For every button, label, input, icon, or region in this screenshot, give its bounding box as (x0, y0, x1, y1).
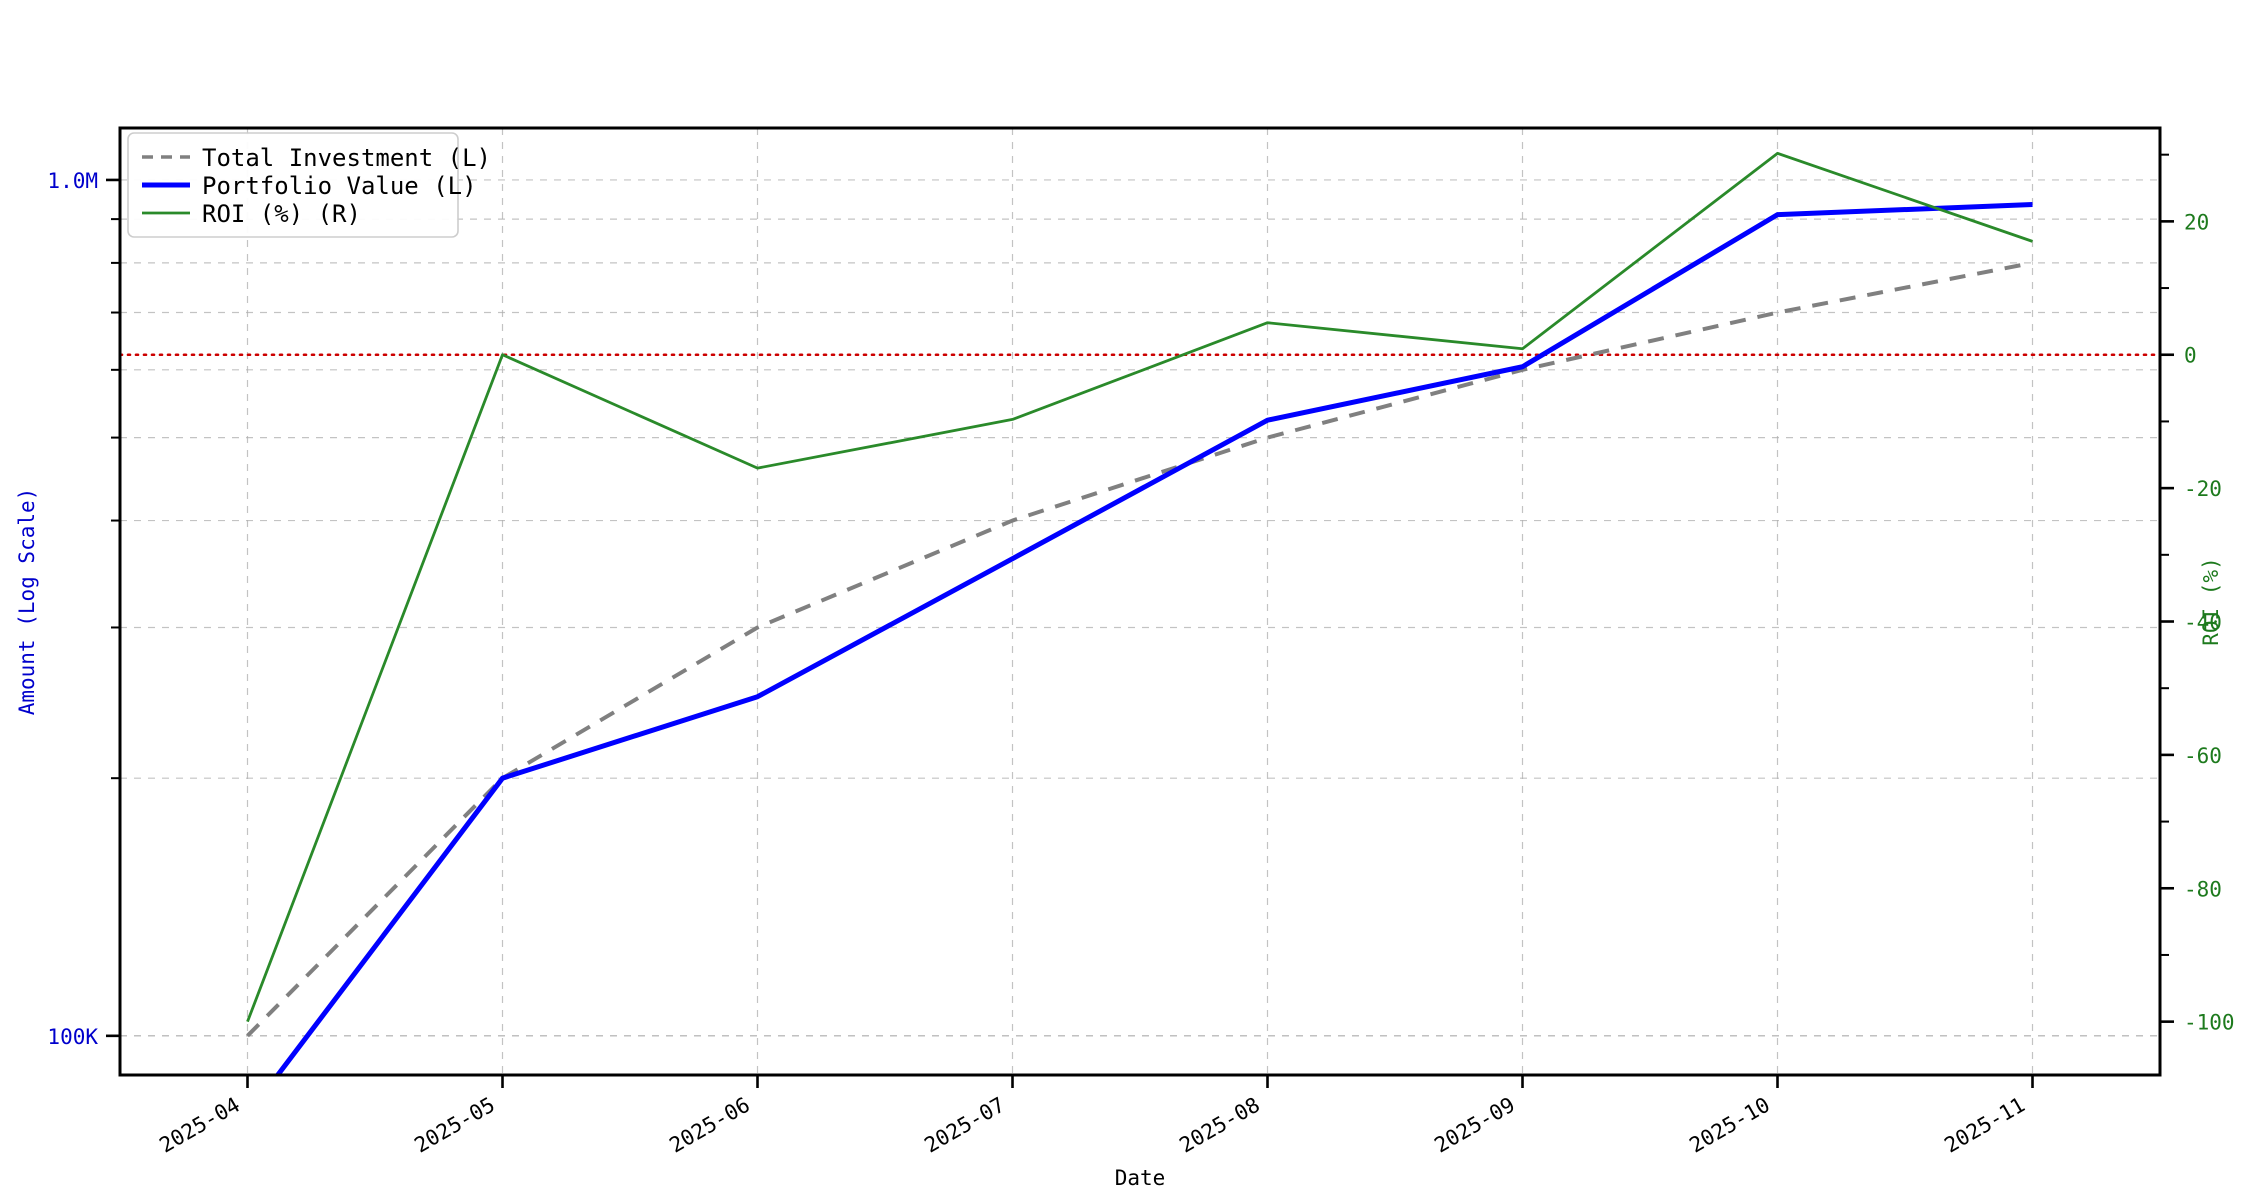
plot-frame (118, 126, 2162, 1077)
series-portfolio-value (245, 202, 2033, 1117)
y-axis-right-label: ROI (%) (2199, 557, 2223, 646)
legend-label-2: Portfolio Value (L) (202, 172, 477, 200)
legend-label-3: ROI (%) (R) (202, 200, 361, 228)
y-axis-right-tick-label: -60 (2184, 744, 2222, 768)
y-axis-right-tick-label: -100 (2184, 1011, 2235, 1035)
y-axis-left-tick-label: 1.0M (47, 169, 98, 193)
y-axis-right-tick-label: -40 (2184, 611, 2222, 635)
grid-lines (120, 128, 2160, 1075)
y-axis-right-tick-label: 0 (2184, 344, 2197, 368)
y-axis-left-tick-label: 100K (47, 1025, 98, 1049)
below-axis-mask (0, 1076, 2250, 1200)
x-axis-label: Date (1115, 1166, 1166, 1190)
y-axis-left-label: Amount (Log Scale) (15, 488, 39, 716)
series-roi (246, 151, 2033, 1023)
legend-box (127, 132, 459, 238)
y-axis-right-tick-label: 20 (2184, 210, 2209, 234)
y-axis-right-tick-label: -20 (2184, 477, 2222, 501)
series-total-investment (246, 260, 2033, 1038)
y-axis-right-tick-label: -80 (2184, 877, 2222, 901)
legend-label-1: Total Investment (L) (202, 144, 491, 172)
